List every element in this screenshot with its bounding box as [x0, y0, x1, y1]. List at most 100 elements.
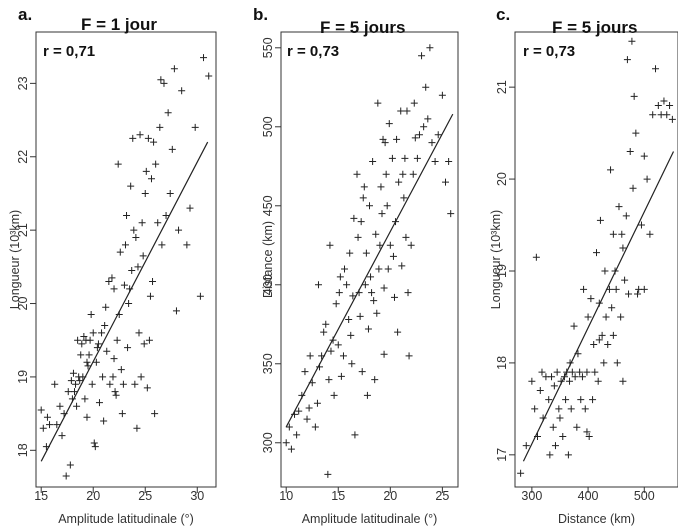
chart-3-data-point [577, 396, 585, 404]
chart-3-data-point [559, 432, 567, 440]
chart-2-data-point [311, 423, 319, 431]
chart-1-data-point [102, 303, 110, 311]
chart-3-data-point [539, 414, 547, 422]
chart-3-data-point [615, 203, 623, 211]
chart-1-data-point [129, 134, 137, 142]
chart-3-data-point [622, 212, 630, 220]
chart-3-y-tick-label: 21 [495, 80, 509, 94]
chart-1-data-point [140, 340, 148, 348]
chart-3-data-point [556, 414, 564, 422]
chart-1-data-point [175, 226, 183, 234]
chart-1-data-point [46, 421, 54, 429]
chart-3-data-point [573, 423, 581, 431]
chart-3-data-point [550, 382, 558, 390]
chart-1-data-point [143, 384, 151, 392]
chart-3-data-point [567, 405, 575, 413]
chart-2-data-point [386, 241, 394, 249]
chart-3-y-tick-label: 17 [495, 448, 509, 462]
chart-3-data-point [551, 442, 559, 450]
chart-3-data-point [625, 290, 633, 298]
chart-3-data-point [562, 396, 570, 404]
chart-2-data-point [330, 391, 338, 399]
chart-2-x-axis-label: Amplitude latitudinale (°) [302, 512, 438, 526]
chart-1-data-point [152, 160, 160, 168]
chart-2-data-point [410, 99, 418, 107]
chart-3-data-point [594, 377, 602, 385]
chart-1-data-point [151, 410, 159, 418]
chart-3-data-point [531, 405, 539, 413]
chart-2-data-point [384, 265, 392, 273]
chart-2-regression-line [285, 113, 454, 428]
chart-1-data-point [146, 292, 154, 300]
chart-1-data-point [137, 373, 145, 381]
chart-2-data-point [363, 391, 371, 399]
chart-2-panel-letter: b. [253, 5, 268, 24]
chart-3-data-point [555, 405, 563, 413]
chart-3-data-point [602, 313, 610, 321]
chart-2-data-point [335, 289, 343, 297]
chart-2-data-point [380, 350, 388, 358]
chart-1-data-point [157, 76, 165, 84]
chart-1-data-point [79, 373, 87, 381]
chart-2-data-point [298, 391, 306, 399]
chart-2-data-point [445, 158, 453, 166]
chart-3-data-point [536, 386, 544, 394]
chart-2-data-point [395, 178, 403, 186]
chart-2-data-point [373, 309, 381, 317]
chart-3-data-point [545, 396, 553, 404]
chart-3-data-point [609, 331, 617, 339]
chart-2-data-point [398, 262, 406, 270]
chart-1-data-point [147, 175, 155, 183]
chart-3-regression-line [522, 151, 675, 462]
chart-1-data-point [132, 233, 140, 241]
chart-2-data-point [308, 379, 316, 387]
chart-2-data-point [347, 331, 355, 339]
chart-2-data-point [374, 99, 382, 107]
chart-1-data-point [200, 54, 208, 62]
chart-2-data-point [428, 139, 436, 147]
chart-1-data-point [69, 369, 77, 377]
chart-1-data-point [164, 109, 172, 117]
chart-1-data-point [145, 336, 153, 344]
chart-2-data-point [434, 131, 442, 139]
chart-1-data-point [64, 388, 72, 396]
chart-2-x-tick-label: 10 [279, 489, 293, 503]
chart-2-data-point [393, 135, 401, 143]
chart-2-data-point [334, 341, 342, 349]
chart-3-data-point [574, 350, 582, 358]
chart-2-data-point [291, 410, 299, 418]
chart-3-y-tick-label: 18 [495, 356, 509, 370]
chart-1-data-point [166, 189, 174, 197]
chart-3-data-point [640, 285, 648, 293]
chart-3-data-point [604, 341, 612, 349]
chart-1-data-point [120, 281, 128, 289]
chart-1-data-point [105, 278, 113, 286]
chart-2-title: F = 5 jours [320, 18, 406, 37]
chart-1-data-point [42, 443, 50, 451]
chart-2-data-point [362, 249, 370, 257]
chart-2-data-point [411, 134, 419, 142]
chart-1-y-tick-label: 23 [16, 76, 30, 90]
chart-3-data-point [630, 92, 638, 100]
chart-3-data-point [612, 285, 620, 293]
chart-3-data-point [609, 230, 617, 238]
chart-3-data-point [568, 368, 576, 376]
chart-3-data-point [649, 111, 657, 119]
chart-1-data-point [78, 340, 86, 348]
chart-1-data-point [83, 358, 91, 366]
chart-2-data-point [339, 352, 347, 360]
chart-3-data-point [663, 111, 671, 119]
chart-3-plot-frame [514, 31, 678, 488]
chart-1-data-point [131, 380, 139, 388]
chart-2-data-point [413, 154, 421, 162]
chart-3-data-point [549, 423, 557, 431]
chart-3-data-point [566, 359, 574, 367]
chart-3-data-point [584, 313, 592, 321]
chart-1-data-point [106, 380, 114, 388]
chart-1-data-point [113, 336, 121, 344]
chart-2-data-point [401, 154, 409, 162]
chart-1-data-point [150, 138, 158, 146]
chart-1-data-point [125, 300, 133, 308]
chart-1-data-point [156, 123, 164, 131]
chart-3-data-point [528, 377, 536, 385]
